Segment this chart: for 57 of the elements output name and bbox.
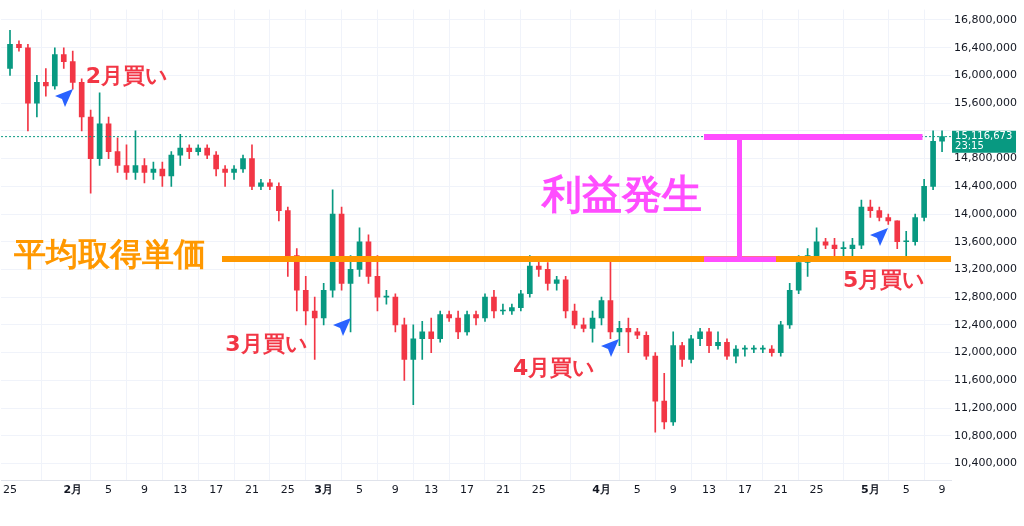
y-tick-label: 14,400,000 [954, 179, 1017, 193]
x-tick-label: 5 [633, 483, 641, 497]
y-tick-label: 13,200,000 [954, 262, 1017, 276]
x-tick-label: 21 [495, 483, 510, 497]
x-tick-label: 17 [460, 483, 475, 497]
x-tick-label: 5月 [861, 483, 880, 497]
y-tick-label: 10,800,000 [954, 428, 1017, 442]
candlestick [419, 321, 426, 360]
y-tick-label: 10,400,000 [954, 456, 1017, 470]
y-tick-label: 16,400,000 [954, 40, 1017, 54]
candlestick [186, 144, 193, 159]
x-tick-label: 5 [105, 483, 113, 497]
ref-line-label: 平均取得単価 [13, 235, 206, 274]
x-tick-label: 13 [424, 483, 439, 497]
x-tick-label: 5 [356, 483, 364, 497]
candlestick [43, 68, 49, 97]
annotation: 4月買い [513, 355, 596, 381]
x-tick-label: 25 [3, 483, 17, 497]
x-tick-label: 25 [531, 483, 546, 497]
y-tick-label: 11,600,000 [954, 373, 1017, 387]
x-tick-label: 25 [280, 483, 295, 497]
x-tick-label: 3月 [314, 483, 333, 497]
x-tick-label: 17 [737, 483, 752, 497]
x-tick-label: 25 [809, 483, 824, 497]
annotation: 2月買い [85, 63, 169, 89]
x-tick-label: 4月 [592, 483, 611, 497]
candlestick [231, 165, 237, 180]
x-tick-label: 5 [902, 483, 910, 497]
candlestick [553, 276, 560, 291]
x-tick-label: 9 [391, 483, 399, 497]
y-tick-label: 12,800,000 [954, 290, 1017, 304]
annotation: 利益発生 [540, 171, 703, 218]
y-tick-label: 13,600,000 [954, 234, 1017, 248]
candlestick [311, 296, 318, 360]
x-tick-label: 21 [773, 483, 788, 497]
x-tick-label: 9 [938, 483, 946, 497]
ref-line-label: 15,116,673 23:15 [955, 129, 1013, 152]
x-tick-label: 2月 [63, 483, 83, 497]
y-tick-label: 16,000,000 [954, 68, 1017, 82]
x-tick-label: 13 [702, 483, 717, 497]
y-tick-label: 16,800,000 [954, 12, 1017, 26]
candlestick [428, 317, 435, 353]
candlestick [222, 165, 228, 187]
x-tick-label: 9 [140, 483, 148, 497]
x-tick-label: 21 [244, 483, 259, 497]
y-tick-label: 14,800,000 [954, 151, 1017, 165]
candlestick [715, 331, 721, 350]
y-tick-label: 12,000,000 [954, 345, 1017, 359]
y-tick-label: 15,600,000 [954, 96, 1017, 110]
y-tick-label: 12,400,000 [954, 317, 1017, 331]
y-tick-label: 14,000,000 [954, 206, 1017, 220]
x-tick-label: 13 [173, 483, 188, 497]
annotation: 3月買い [225, 330, 308, 356]
y-tick-label: 11,200,000 [954, 400, 1017, 414]
x-tick-label: 17 [209, 483, 224, 497]
x-tick-label: 9 [669, 483, 677, 497]
annotation: 5月買い [842, 266, 926, 292]
